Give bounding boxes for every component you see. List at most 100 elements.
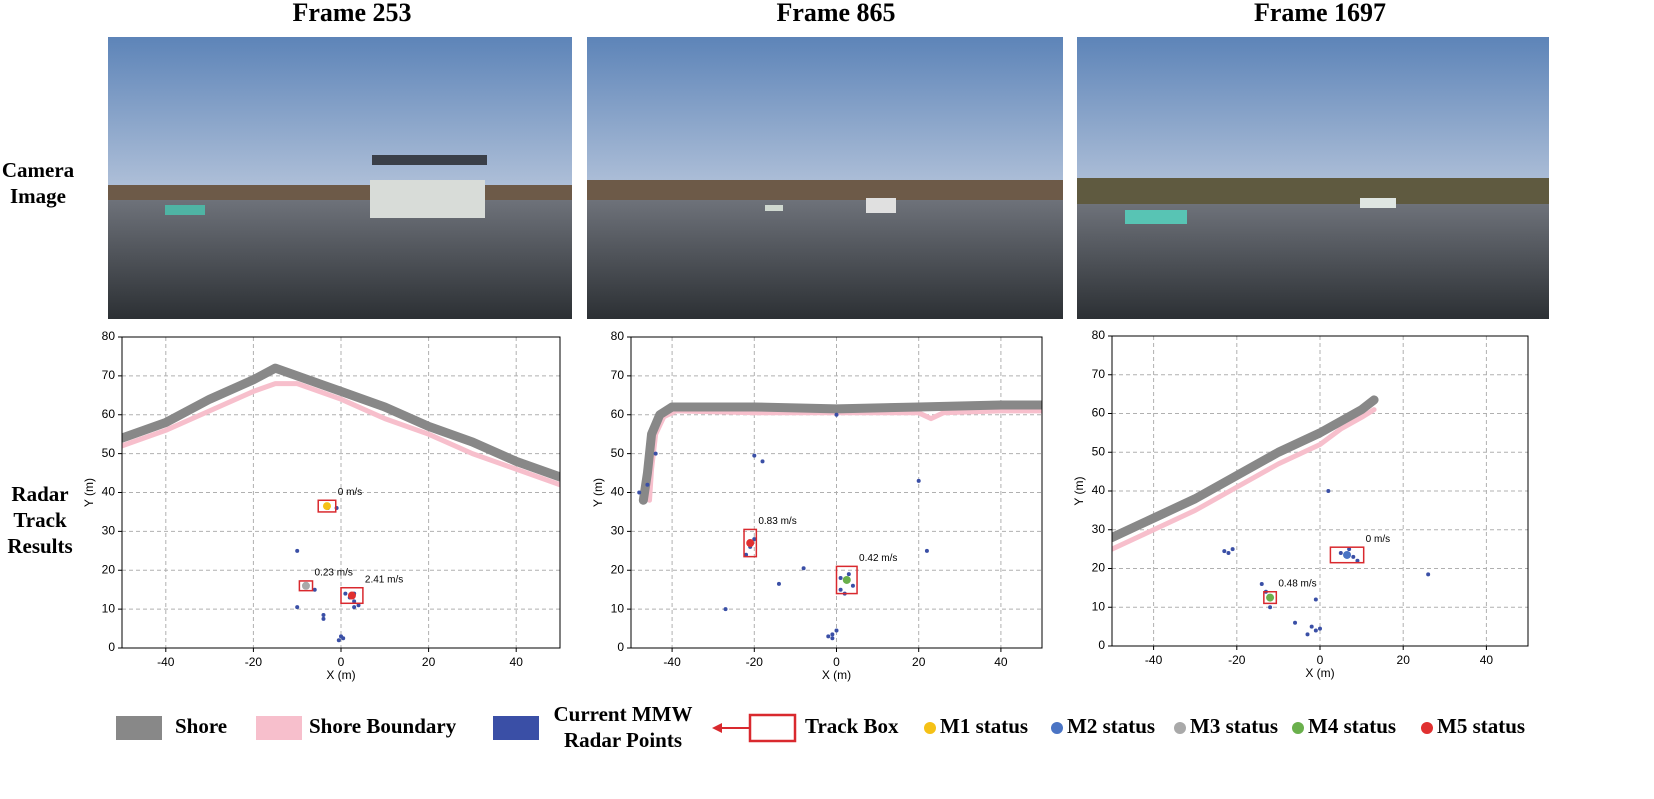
x-axis-label: X (m) <box>822 668 851 682</box>
shore <box>1112 395 1379 542</box>
y-tick-label: 50 <box>102 446 116 460</box>
x-tick-label: 20 <box>1397 653 1411 667</box>
y-tick-label: 0 <box>108 640 115 654</box>
shore-boundary <box>122 381 560 488</box>
axes-frame <box>630 336 1043 649</box>
legend-label: M3 status <box>1190 714 1278 738</box>
track-box <box>340 586 364 605</box>
x-axis-label: X (m) <box>1305 666 1334 680</box>
radar-point <box>776 581 781 586</box>
legend-swatch <box>256 716 302 740</box>
radar-point <box>801 566 806 571</box>
legend-label: M2 status <box>1067 714 1155 738</box>
y-tick-label: 80 <box>102 329 116 343</box>
shore-boundary <box>1112 407 1377 552</box>
radar-point <box>1338 551 1343 555</box>
legend-arrow-head <box>712 723 722 733</box>
radar-point <box>637 490 642 495</box>
radar-point <box>295 605 300 610</box>
radar-point <box>1313 597 1318 602</box>
legend-label: M5 status <box>1437 714 1525 738</box>
track-speed-label: 2.41 m/s <box>365 574 403 585</box>
radar-point <box>1268 605 1273 610</box>
track-box <box>1329 546 1365 564</box>
track-speed-label: 0.48 m/s <box>1278 578 1316 589</box>
column-title: Frame 865 <box>776 0 895 27</box>
track-status <box>1266 593 1275 602</box>
radar-point <box>295 548 300 553</box>
radar-point <box>1426 572 1431 577</box>
track-box <box>298 580 314 592</box>
y-axis-label: Y (m) <box>82 478 96 507</box>
y-tick-label: 10 <box>1092 599 1106 613</box>
radar-point <box>1347 547 1352 552</box>
plot-area <box>122 363 560 643</box>
row-label: Image <box>10 184 66 208</box>
track-speed-label: 0.83 m/s <box>758 516 796 527</box>
radar-point <box>1230 547 1235 552</box>
radar-point <box>834 628 839 633</box>
legend-label: Current MMW <box>554 702 693 726</box>
y-axis-label: Y (m) <box>1072 476 1086 505</box>
radar-point <box>834 412 839 417</box>
x-tick-label: -40 <box>663 655 681 669</box>
x-tick-label: -20 <box>1228 653 1246 667</box>
radar-point <box>1313 628 1318 633</box>
legend-label: Shore Boundary <box>309 714 457 738</box>
y-tick-label: 10 <box>102 601 116 615</box>
x-tick-label: -20 <box>245 655 263 669</box>
track-box <box>1263 591 1278 605</box>
x-tick-label: 20 <box>422 655 436 669</box>
track-box <box>743 528 758 558</box>
y-tick-label: 10 <box>611 601 625 615</box>
radar-point <box>752 453 757 458</box>
chart: -40 -20 0 20 40 0 10 20 30 40 50 60 70 80 X (m) Y (m) 0 … <box>82 329 561 682</box>
x-tick-label: 0 <box>1317 653 1324 667</box>
radar-point <box>916 478 921 483</box>
axes-frame <box>1111 335 1529 647</box>
y-tick-label: 70 <box>102 368 116 382</box>
radar-point <box>341 636 346 641</box>
y-tick-label: 80 <box>1092 328 1106 342</box>
y-tick-label: 40 <box>1092 483 1106 497</box>
shore <box>638 400 1042 505</box>
radar-point <box>1309 624 1314 629</box>
radar-point <box>723 607 728 612</box>
radar-point <box>924 548 929 553</box>
y-tick-label: 60 <box>1092 406 1106 420</box>
y-tick-label: 30 <box>102 524 116 538</box>
track-status <box>301 581 310 590</box>
x-tick-label: 0 <box>338 655 345 669</box>
y-tick-label: 30 <box>611 524 625 538</box>
legend-swatch <box>1421 722 1433 734</box>
x-axis-label: X (m) <box>326 668 355 682</box>
radar-point <box>826 634 831 639</box>
radar-point <box>830 632 835 637</box>
track-speed-label: 0.23 m/s <box>315 568 353 579</box>
radar-point <box>752 537 757 542</box>
y-tick-label: 20 <box>611 562 625 576</box>
radar-point <box>1259 582 1264 586</box>
radar-point <box>1293 620 1298 625</box>
chart: -40 -20 0 20 40 0 10 20 30 40 50 60 70 80 X (m) Y (m) 0 … <box>1072 328 1529 680</box>
legend-label: Shore <box>175 714 227 738</box>
y-tick-label: 80 <box>611 329 625 343</box>
radar-point <box>1351 554 1356 559</box>
legend-label: M1 status <box>940 714 1028 738</box>
row-label: Results <box>7 534 72 558</box>
radar-point <box>838 587 843 592</box>
track-status <box>842 575 851 584</box>
radar-point <box>1355 558 1360 563</box>
y-tick-label: 20 <box>102 562 116 576</box>
radar-point <box>846 572 851 577</box>
camera-image <box>1077 37 1549 319</box>
y-tick-label: 60 <box>611 407 625 421</box>
track-speed-label: 0 m/s <box>1366 534 1390 545</box>
track-speed-label: 0.42 m/s <box>859 553 897 564</box>
radar-point <box>744 552 749 557</box>
track-status <box>746 539 755 548</box>
y-tick-label: 30 <box>1092 522 1106 536</box>
x-tick-label: -20 <box>746 655 764 669</box>
radar-point <box>850 583 855 588</box>
radar-point <box>1222 549 1227 554</box>
